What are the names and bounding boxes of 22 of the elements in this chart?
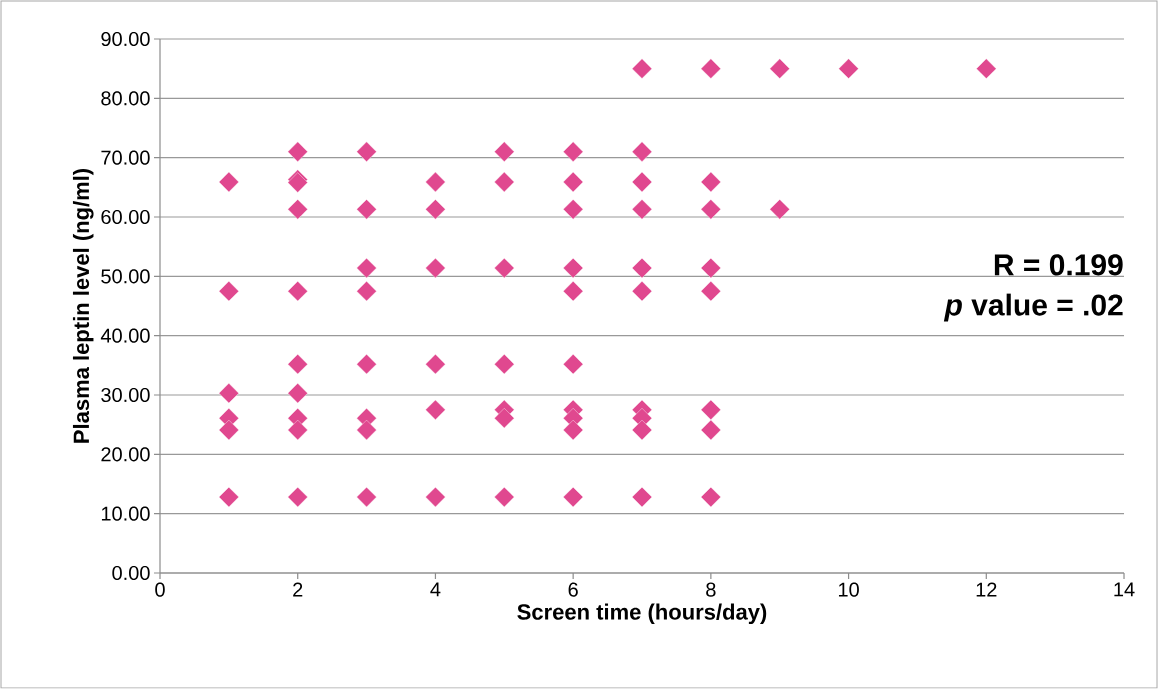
annotation: p value = .02 (943, 293, 1123, 322)
x-tick-label: 14 (1114, 582, 1135, 597)
y-tick-label: 30.00 (101, 387, 150, 403)
y-axis-title: Plasma leptin level (ng/ml) (72, 168, 94, 443)
y-tick-label: 70.00 (101, 150, 150, 165)
x-tick-label: 12 (976, 582, 997, 597)
x-axis-title: Screen time (hours/day) (517, 603, 767, 625)
y-tick-label: 20.00 (101, 447, 150, 462)
y-tick-label: 60.00 (101, 209, 150, 225)
y-tick-label: 10.00 (101, 506, 150, 521)
y-tick-label: 80.00 (101, 91, 150, 106)
x-tick-label: 4 (430, 582, 441, 597)
x-tick-label: 6 (568, 582, 578, 597)
y-tick-label: 40.00 (100, 328, 150, 343)
x-tick-label: 10 (838, 582, 859, 597)
x-tick-label: 0 (155, 582, 165, 597)
annotation: R = 0.199 (994, 254, 1123, 276)
x-tick-label: 2 (293, 582, 303, 597)
y-tick-label: 50.00 (101, 269, 150, 284)
y-tick-label: 90.00 (101, 31, 150, 47)
x-tick-label: 8 (706, 582, 716, 597)
y-tick-label: 0.00 (112, 565, 150, 581)
